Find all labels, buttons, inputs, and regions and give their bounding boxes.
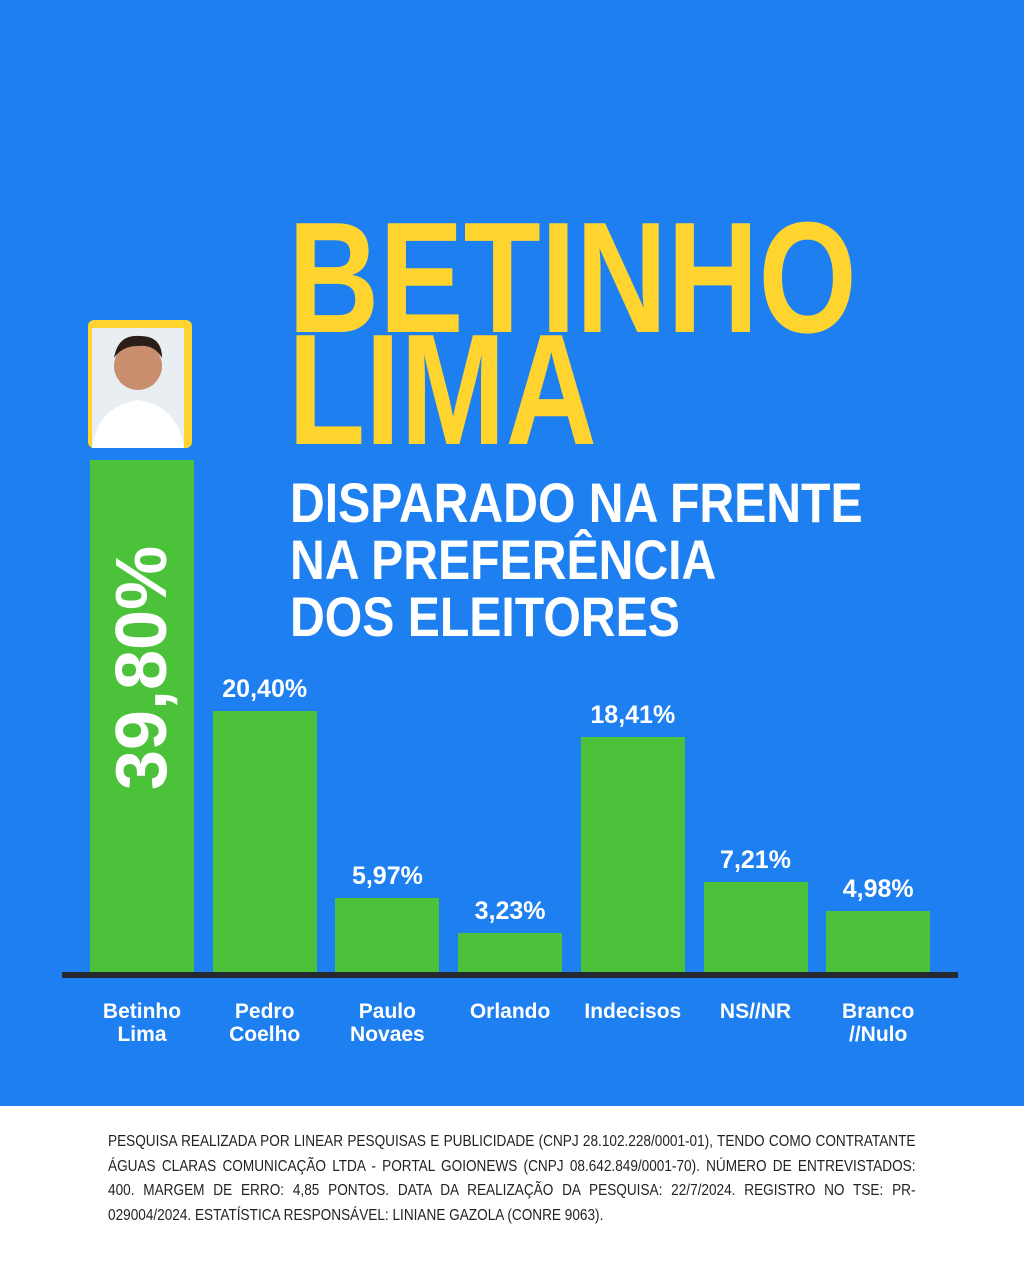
bar — [703, 881, 808, 975]
category-label: Orlando — [469, 1000, 551, 1023]
category-label: Indecisos — [584, 1000, 682, 1023]
photo-shirt — [92, 400, 184, 448]
category-label: Pedro Coelho — [229, 1000, 301, 1046]
value-label: 7,21% — [720, 845, 791, 874]
subtitle-line: DISPARADO NA FRENTE — [290, 471, 863, 534]
footer — [0, 1106, 1024, 1280]
subtitle-line: NA PREFERÊNCIA — [290, 528, 717, 591]
title-line: BETINHO — [288, 190, 857, 366]
title-line: LIMA — [288, 302, 597, 478]
bar — [335, 897, 440, 975]
value-label: 4,98% — [842, 874, 914, 903]
category-label: Paulo Novaes — [350, 1000, 425, 1046]
candidate-photo — [88, 320, 192, 448]
value-label: 5,97% — [351, 861, 423, 890]
note: PESQUISA REALIZADA POR LINEAR PESQUISAS … — [108, 1133, 916, 1224]
bar — [458, 933, 563, 975]
photo-hair — [114, 335, 162, 358]
bar — [90, 460, 194, 975]
bar — [580, 736, 685, 975]
value-label: 39,80% — [102, 545, 182, 790]
value-label: 18,41% — [590, 700, 676, 729]
subtitle-line: DOS ELEITORES — [290, 585, 680, 648]
value-label: 20,40% — [222, 675, 308, 704]
value-label: 3,23% — [474, 897, 546, 926]
category-label: NS//NR — [719, 1000, 792, 1023]
bar — [212, 711, 317, 975]
subtitle: DISPARADO NA FRENTE NA PREFERÊNCIA DOS ELE… — [290, 474, 863, 645]
title: BETINHO LIMA — [288, 190, 857, 478]
category-label: Betinho Lima — [102, 1000, 182, 1046]
category-label: Branco //Nulo — [842, 1000, 915, 1046]
baseline — [62, 972, 958, 978]
photo-head — [114, 342, 162, 390]
bar — [826, 910, 931, 975]
